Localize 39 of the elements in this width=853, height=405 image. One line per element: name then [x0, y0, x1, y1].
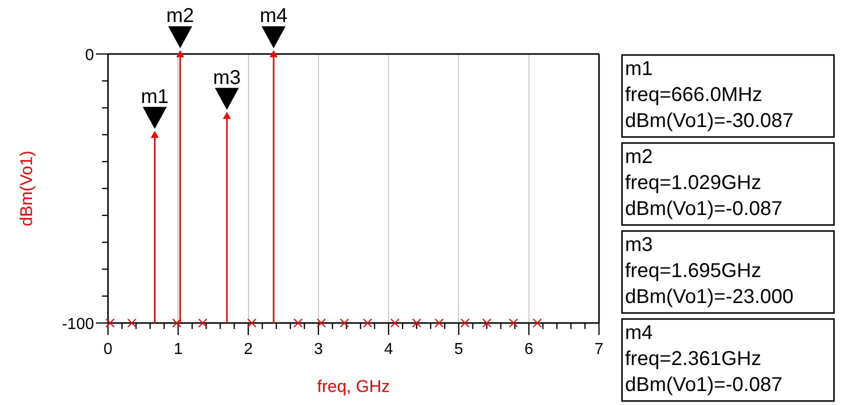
x-tick-label: 6	[524, 341, 534, 358]
x-tick-label: 4	[384, 341, 394, 358]
x-tick-label: 1	[174, 341, 183, 358]
point	[532, 318, 542, 328]
point	[222, 112, 231, 119]
x-tick-label: 3	[314, 341, 323, 358]
point	[482, 318, 492, 328]
point	[390, 318, 400, 328]
point	[316, 318, 326, 328]
point	[172, 318, 182, 328]
annotation: m4	[260, 5, 288, 28]
point	[434, 318, 444, 328]
annotation: m1	[140, 86, 169, 108]
text: m1 freq=666.0MHz dBm(Vo1)=-30.087	[625, 58, 794, 132]
y-tick-label: -100	[62, 316, 94, 333]
annotation: m2	[166, 5, 194, 28]
point	[150, 130, 159, 138]
point	[198, 318, 208, 328]
point	[412, 318, 422, 328]
x-tick-label: 2	[244, 341, 253, 358]
point	[270, 50, 278, 58]
point	[176, 50, 184, 58]
x-tick-label: 7	[594, 341, 604, 358]
x-axis-title: freq, GHz	[317, 377, 390, 396]
point	[508, 318, 518, 328]
point	[293, 318, 303, 328]
x-tick-label: 5	[454, 341, 464, 358]
point	[247, 318, 256, 328]
text: m2 freq=1.029GHz dBm(Vo1)=-0.087	[625, 146, 782, 220]
annotation: m3	[212, 66, 241, 89]
point	[127, 318, 136, 328]
point	[106, 318, 115, 328]
text: m3 freq=1.695GHz dBm(Vo1)=-23.000	[625, 234, 794, 308]
point	[460, 318, 470, 328]
x-tick-label: 0	[104, 341, 113, 358]
text: m4 freq=2.361GHz dBm(Vo1)=-0.087	[625, 322, 782, 396]
y-axis-title: dBm(Vo1)	[17, 150, 36, 226]
point	[362, 318, 372, 328]
point	[340, 318, 349, 328]
